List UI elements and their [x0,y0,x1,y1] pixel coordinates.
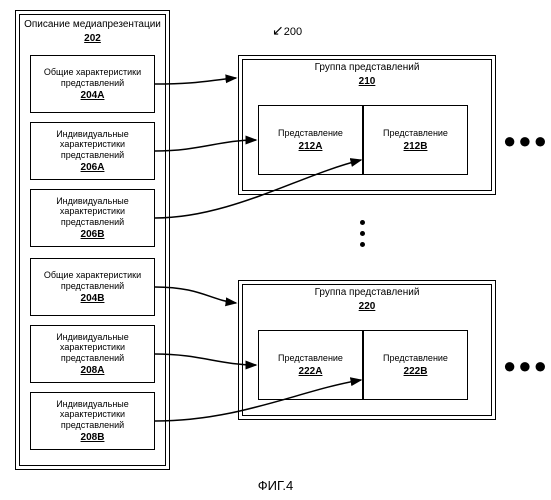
item-204b: Общие характеристики представлений 204B [30,258,155,316]
item-id: 208B [81,432,105,443]
item-id: 208A [81,365,105,376]
ellipsis-icon: ●●● [503,128,549,154]
item-206a: Индивидуальные характеристики представле… [30,122,155,180]
item-label: Общие характеристики представлений [33,67,152,88]
item-id: 204B [81,293,105,304]
item-label: Индивидуальные характеристики представле… [33,196,152,227]
item-label: Индивидуальные характеристики представле… [33,399,152,430]
left-panel-id: 202 [84,33,101,44]
item-206b: Индивидуальные характеристики представле… [30,189,155,247]
item-208a: Индивидуальные характеристики представле… [30,325,155,383]
rep-212a: Представление 212A [258,105,363,175]
rep-label: Представление [383,128,448,138]
rep-id: 212B [404,141,428,152]
item-label: Общие характеристики представлений [33,270,152,291]
vertical-ellipsis-icon [360,220,365,247]
left-panel-title: Описание медиапрезентации [24,19,161,31]
item-label: Индивидуальные характеристики представле… [33,129,152,160]
figure-label: ФИГ.4 [0,478,551,493]
ellipsis-icon: ●●● [503,353,549,379]
rep-label: Представление [278,128,343,138]
rep-id: 222B [404,366,428,377]
item-id: 206A [81,162,105,173]
ref-200: ↙200 [272,22,302,39]
rep-label: Представление [278,353,343,363]
rep-id: 212A [299,141,323,152]
rep-222b: Представление 222B [363,330,468,400]
rep-label: Представление [383,353,448,363]
group-title: Группа представлений [315,287,420,299]
group-id: 220 [359,301,376,312]
diagram-canvas: ↙200 Описание медиапрезентации 202 Общие… [0,0,551,500]
item-208b: Индивидуальные характеристики представле… [30,392,155,450]
rep-id: 222A [299,366,323,377]
group-id: 210 [359,76,376,87]
item-label: Индивидуальные характеристики представле… [33,332,152,363]
item-id: 206B [81,229,105,240]
item-id: 204A [81,90,105,101]
group-title: Группа представлений [315,62,420,74]
item-204a: Общие характеристики представлений 204A [30,55,155,113]
rep-222a: Представление 222A [258,330,363,400]
rep-212b: Представление 212B [363,105,468,175]
